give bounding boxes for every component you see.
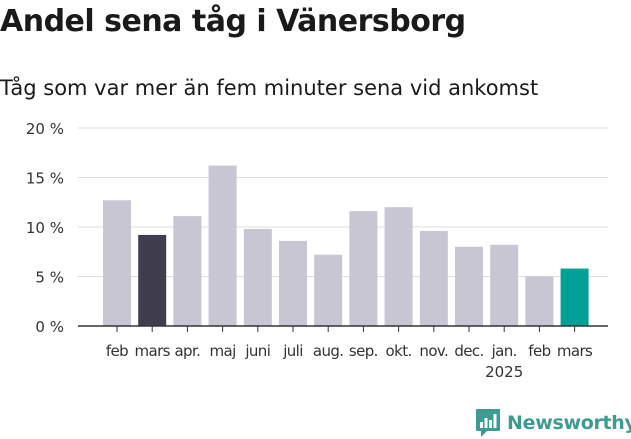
bar: [103, 200, 131, 326]
bar: [314, 254, 343, 326]
chart-subtitle: Tåg som var mer än fem minuter sena vid …: [0, 76, 539, 100]
x-tick-label: maj: [210, 342, 236, 360]
bar: [279, 240, 307, 326]
brand-name: Newsworthy: [507, 412, 631, 434]
bar: [349, 211, 378, 326]
x-tick-label: aug.: [313, 342, 344, 360]
bar: [384, 207, 413, 326]
bars: [103, 165, 589, 326]
newsworthy-logo: Newsworthy: [475, 408, 631, 438]
bar: [419, 230, 448, 326]
y-tick-label: 15 %: [26, 170, 64, 188]
bar: [560, 268, 589, 326]
bar: [455, 246, 483, 326]
x-tick-label: jan.: [491, 342, 517, 360]
chart-bubble-icon: [476, 409, 500, 437]
x-tick-label: okt.: [386, 342, 412, 360]
y-tick-label: 20 %: [26, 120, 64, 138]
y-tick-label: 0 %: [35, 318, 64, 336]
x-year-label: 2025: [485, 363, 523, 381]
bar: [525, 276, 554, 326]
bar: [138, 234, 167, 326]
grid-lines: [78, 127, 608, 277]
x-tick-label: apr.: [174, 342, 200, 360]
x-tick-label: feb: [106, 342, 128, 360]
y-axis-labels: 0 % 5 % 10 % 15 % 20 %: [26, 120, 64, 336]
bar: [208, 165, 237, 326]
bar-chart: 0 %5 %10 %15 %20 % feb mars apr. maj juni jul…: [26, 120, 608, 381]
x-tick-label: juli: [282, 342, 303, 360]
chart-title: Andel sena tåg i Vänersborg: [0, 4, 466, 39]
x-tick-label: mars: [135, 342, 171, 360]
y-tick-label: 5 %: [35, 269, 64, 287]
y-tick-label: 10 %: [26, 219, 64, 237]
x-tick-label: juni: [244, 342, 270, 360]
x-tick-label: feb: [528, 342, 550, 360]
x-tick-label: nov.: [419, 342, 448, 360]
x-tick-label: mars: [557, 342, 593, 360]
x-tick-label: dec.: [454, 342, 483, 360]
x-tick-label: sep.: [349, 342, 378, 360]
bar: [173, 216, 202, 326]
x-axis-labels: feb mars apr. maj juni juli aug. sep. okt. nov. de…: [106, 342, 594, 381]
x-axis: [78, 325, 608, 332]
bar: [243, 228, 272, 326]
bar: [490, 244, 519, 326]
